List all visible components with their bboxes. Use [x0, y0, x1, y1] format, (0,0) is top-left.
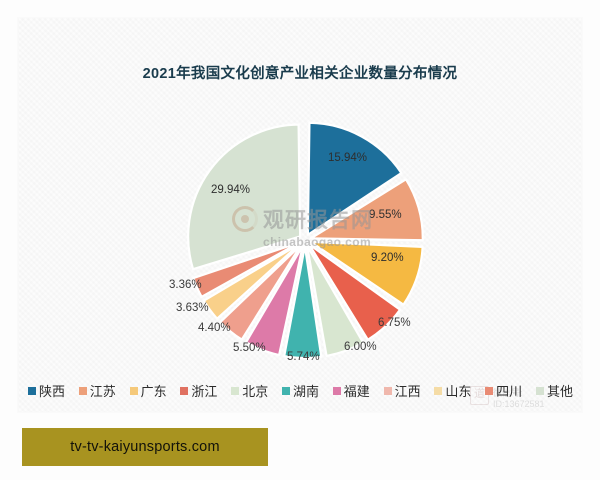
- legend-item-4[interactable]: 北京: [231, 381, 268, 400]
- legend-item-9[interactable]: 四川: [485, 381, 522, 400]
- pie-slice[interactable]: [187, 123, 302, 271]
- legend-item-label: 其他: [546, 384, 573, 399]
- legend-item-8[interactable]: 山东: [434, 381, 471, 400]
- url-bar[interactable]: tv-tv-kaiyunsports.com: [22, 428, 268, 466]
- pie-slice-percent-label: 29.94%: [211, 184, 251, 196]
- pie-slice-percent-label: 5.50%: [233, 342, 266, 354]
- pie-slice-percent-label: 6.00%: [344, 341, 377, 353]
- legend-item-2[interactable]: 广东: [129, 381, 167, 400]
- pie-slice[interactable]: [307, 243, 402, 341]
- legend-item-0[interactable]: 陕西: [28, 381, 65, 400]
- legend-item-label: 浙江: [191, 384, 218, 399]
- legend-item-6[interactable]: 福建: [332, 381, 370, 400]
- url-bar-text: tv-tv-kaiyunsports.com: [70, 439, 220, 455]
- legend-item-3[interactable]: 浙江: [180, 381, 217, 400]
- legend-item-7[interactable]: 江西: [383, 381, 421, 400]
- legend-item-label: 湖南: [292, 384, 319, 399]
- pie-slice-percent-label: 3.36%: [169, 279, 202, 291]
- pie-slice[interactable]: [309, 178, 424, 242]
- legend-swatch-icon: [434, 386, 443, 395]
- pie-slice-percent-label: 3.63%: [176, 302, 209, 314]
- pie-slice-percent-label: 4.40%: [198, 322, 231, 334]
- legend-item-label: 四川: [496, 384, 523, 399]
- legend-item-5[interactable]: 湖南: [281, 381, 319, 400]
- pie-slice[interactable]: [283, 244, 323, 360]
- legend-item-label: 陕西: [39, 384, 66, 399]
- pie-slice[interactable]: [309, 240, 424, 306]
- legend-swatch-icon: [485, 386, 494, 395]
- legend-swatch-icon: [28, 386, 36, 395]
- pie-slice[interactable]: [305, 244, 365, 358]
- legend-swatch-icon: [332, 386, 341, 395]
- legend-item-label: 北京: [242, 384, 269, 399]
- legend-item-10[interactable]: 其他: [535, 381, 573, 400]
- legend-swatch-icon: [281, 386, 290, 395]
- legend-swatch-icon: [231, 386, 240, 395]
- legend-swatch-icon: [535, 386, 544, 395]
- legend-item-label: 广东: [140, 384, 167, 399]
- pie-chart: [180, 112, 430, 367]
- pie-slice[interactable]: [202, 242, 302, 320]
- legend-swatch-icon: [78, 386, 87, 395]
- legend-swatch-icon: [180, 386, 189, 395]
- legend-item-label: 江苏: [89, 384, 116, 399]
- pie-slice-percent-label: 9.55%: [369, 209, 402, 221]
- legend-item-label: 江西: [394, 384, 421, 399]
- legend-item-label: 福建: [343, 384, 370, 399]
- pie-slice-percent-label: 6.75%: [378, 317, 411, 329]
- pie-chart-svg: [187, 121, 424, 360]
- legend-item-label: 山东: [445, 384, 472, 399]
- chart-legend: 陕西 江苏 广东 浙江 北京 湖南 福建 江西 山东 四川 其他: [28, 381, 573, 400]
- pie-slice[interactable]: [245, 244, 304, 357]
- legend-swatch-icon: [129, 386, 138, 395]
- chart-title: 2021年我国文化创意产业相关企业数量分布情况: [142, 66, 458, 82]
- legend-swatch-icon: [383, 386, 392, 395]
- pie-slice-percent-label: 9.20%: [371, 252, 404, 264]
- legend-item-1[interactable]: 江苏: [78, 381, 116, 400]
- pie-slice-percent-label: 5.74%: [287, 351, 320, 363]
- pie-slice[interactable]: [306, 121, 403, 236]
- pie-slice-percent-label: 15.94%: [328, 152, 368, 164]
- pie-slice[interactable]: [192, 241, 301, 298]
- pie-slice[interactable]: [219, 243, 303, 341]
